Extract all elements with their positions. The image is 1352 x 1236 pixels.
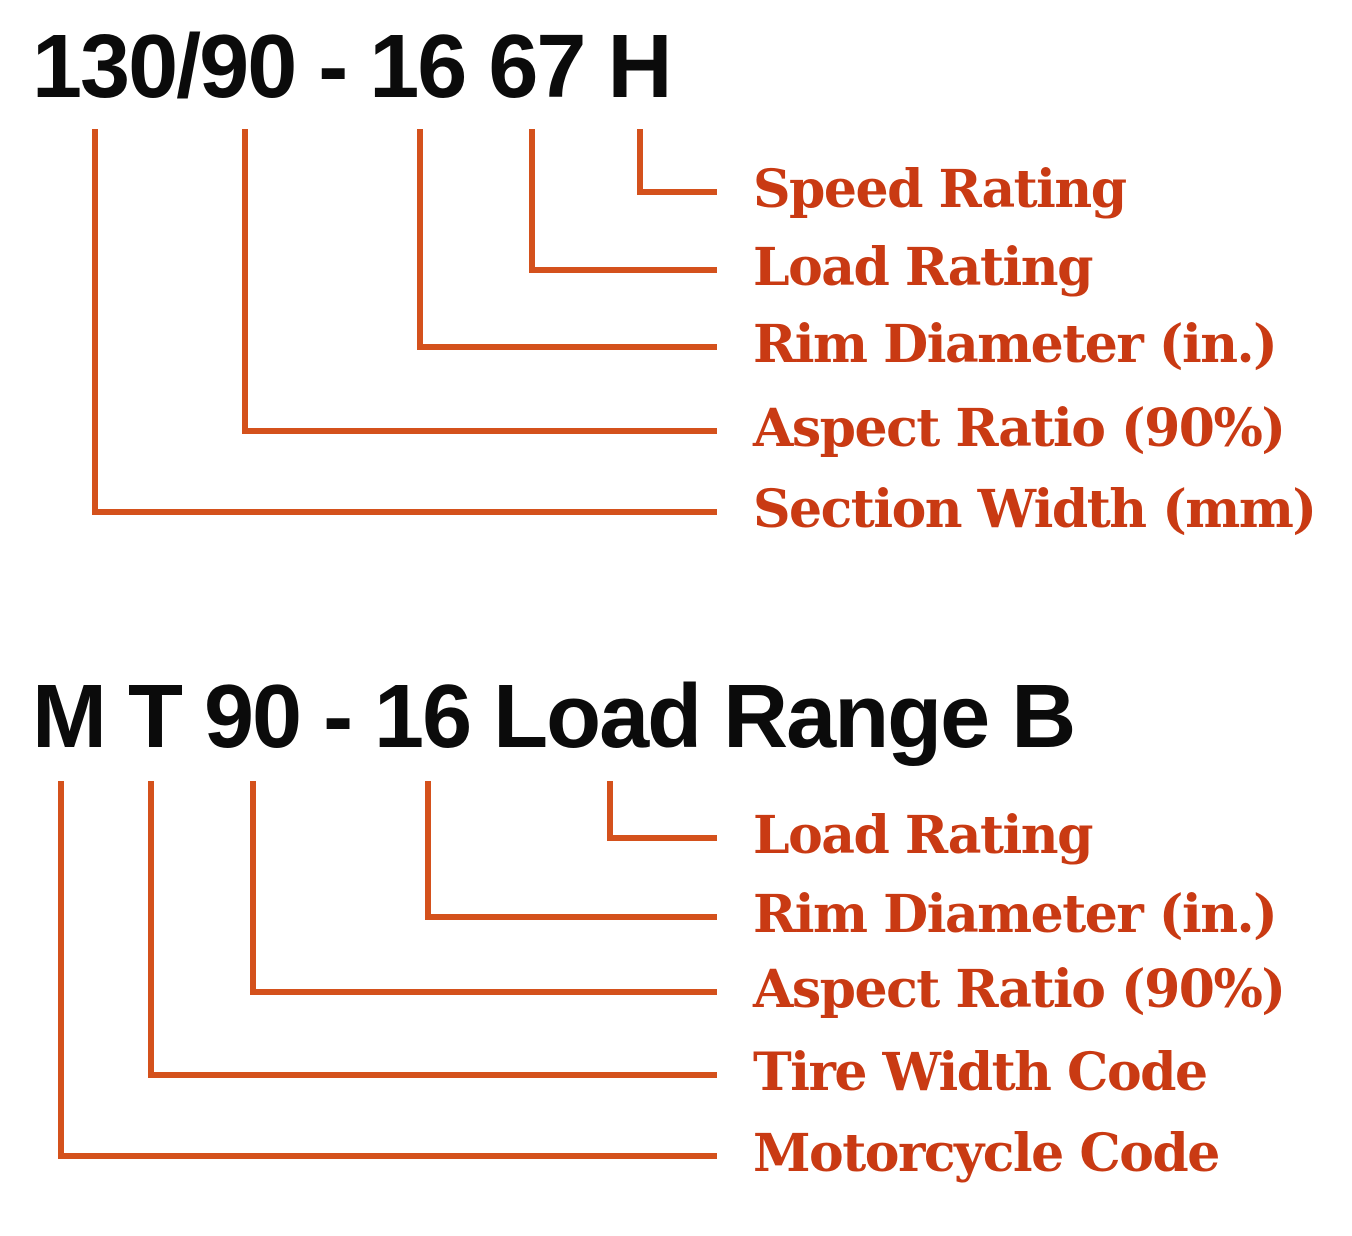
callout-label-motorcycle-code: Motorcycle Code xyxy=(753,1123,1220,1184)
callout-line-rim-diameter-2 xyxy=(425,781,717,920)
callout-line-tire-width-code xyxy=(148,781,717,1078)
callout-label-aspect-ratio-2: Aspect Ratio (90%) xyxy=(753,959,1286,1020)
callout-label-aspect-ratio: Aspect Ratio (90%) xyxy=(753,398,1286,459)
callout-line-rim-diameter xyxy=(417,129,717,350)
callout-label-tire-width-code: Tire Width Code xyxy=(753,1042,1208,1103)
tire-code-alphanumeric: M T 90 - 16 Load Range B xyxy=(32,667,1076,767)
callout-label-rim-diameter-2: Rim Diameter (in.) xyxy=(753,884,1278,945)
callout-line-aspect-ratio xyxy=(242,129,717,434)
callout-label-load-rating: Load Rating xyxy=(753,237,1093,298)
callout-line-load-rating xyxy=(529,129,717,273)
callout-label-section-width: Section Width (mm) xyxy=(753,479,1317,540)
callout-label-load-rating-2: Load Rating xyxy=(753,805,1093,866)
callout-line-section-width xyxy=(92,129,717,515)
tire-code-metric: 130/90 - 16 67 H xyxy=(32,17,672,117)
callout-line-aspect-ratio-2 xyxy=(250,781,717,995)
callout-line-speed-rating xyxy=(637,129,717,195)
callout-line-motorcycle-code xyxy=(58,781,717,1159)
callout-label-speed-rating: Speed Rating xyxy=(753,159,1127,220)
callout-line-load-rating-2 xyxy=(607,781,717,841)
callout-label-rim-diameter: Rim Diameter (in.) xyxy=(753,314,1278,375)
